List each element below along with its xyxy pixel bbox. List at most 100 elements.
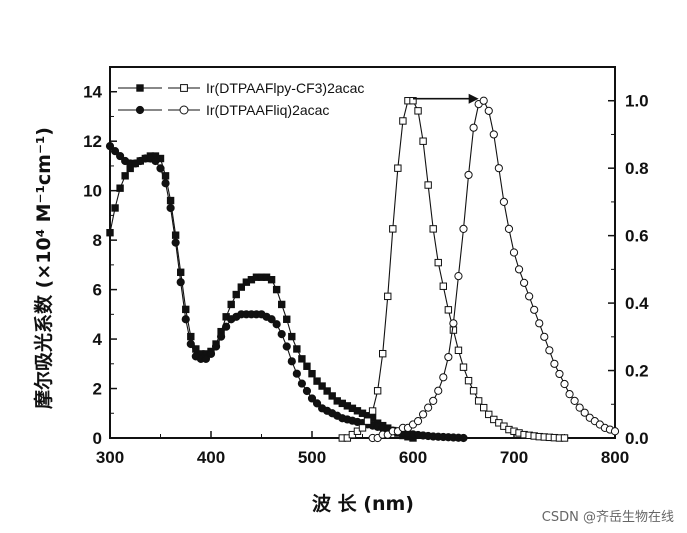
data-point [444,352,453,362]
data-point [560,379,569,389]
data-point [499,197,508,207]
data-point [106,229,114,237]
data-point [454,346,463,355]
data-point [384,292,392,301]
data-point [323,387,331,395]
plot-border [109,66,616,439]
peak-shift-arrow [413,93,479,104]
x-tick-label: 400 [197,448,225,467]
data-point [429,396,438,405]
data-point [444,306,453,314]
left-y-tick-label: 2 [93,380,102,399]
data-point [484,106,493,115]
data-point [555,369,564,379]
legend: Ir(DTPAAFlpy-CF3)2acac Ir(DTPAAFliq)2acac [118,80,364,118]
data-point [181,315,190,324]
x-tick-label: 700 [500,448,528,467]
data-point [227,300,235,309]
data-point [293,345,301,353]
left-y-tick-label: 12 [83,132,102,151]
data-point [272,320,281,329]
data-point [545,346,554,355]
watermark: CSDN @齐岳生物在线 [542,509,674,525]
data-point [469,123,478,132]
series-absorption-2 [105,142,468,443]
legend-marker [180,84,188,92]
legend-label: Ir(DTPAAFliq)2acac [206,102,329,118]
data-point [419,137,427,145]
data-point [480,403,488,412]
data-point [277,330,286,339]
data-point [201,354,211,363]
data-point [116,151,125,161]
data-point [328,392,336,400]
data-point [166,203,175,213]
data-point [464,170,473,180]
right-y-tick-label: 0.6 [625,227,649,246]
data-point [182,305,190,314]
data-point [161,172,170,180]
data-point [535,319,544,328]
data-point [550,359,559,368]
data-point [116,184,124,192]
legend-label: Ir(DTPAAFlpy-CF3)2acac [206,80,364,96]
data-point [292,369,301,378]
data-point [161,179,170,188]
left-y-tick-label: 10 [83,182,102,201]
data-point [278,300,286,309]
left-y-tick-label: 8 [93,231,102,250]
data-point [186,339,195,349]
data-point [187,332,195,341]
x-axis-title: 波 长 (nm) [312,492,414,515]
data-point [560,434,569,442]
data-point [414,107,422,115]
data-point [297,379,306,388]
legend-marker [136,84,144,92]
series-line [109,145,464,439]
data-point [409,97,417,105]
data-point [575,403,584,412]
data-point [313,377,321,385]
data-point [237,283,246,291]
series-emission-3 [338,97,569,442]
legend-marker [135,105,145,115]
data-point [287,357,296,366]
right-y-tick-label: 0.2 [625,362,649,381]
series-line [372,99,616,439]
data-point [509,248,519,257]
data-point [454,272,463,281]
data-point [399,117,407,125]
data-point [283,315,291,323]
data-point [394,164,402,172]
data-point [504,224,514,233]
x-tick-label: 800 [601,448,629,467]
data-point [211,342,221,351]
data-point [580,408,589,417]
legend-entry-2: Ir(DTPAAFliq)2acac [118,102,329,118]
arrow-head [468,93,479,104]
data-point [424,403,433,412]
data-point [530,305,539,314]
data-point [610,427,620,436]
data-point [570,396,579,405]
data-point [459,363,468,371]
series-line [109,155,414,439]
data-point [222,322,231,331]
data-point [489,130,498,139]
data-point [368,407,377,415]
series-emission-4 [368,96,620,443]
data-point [176,278,185,287]
data-point [308,369,316,378]
data-point [469,387,478,395]
data-point [105,142,115,151]
data-point [318,382,326,390]
data-point [525,292,534,301]
data-point [479,96,488,105]
right-y-tick-label: 0.4 [625,294,649,313]
data-point [267,315,276,324]
data-point [439,373,448,382]
data-point [267,276,276,284]
x-axis: 300 400 500 600 700 800 [96,431,629,467]
data-point [459,433,468,443]
data-point [540,332,549,341]
